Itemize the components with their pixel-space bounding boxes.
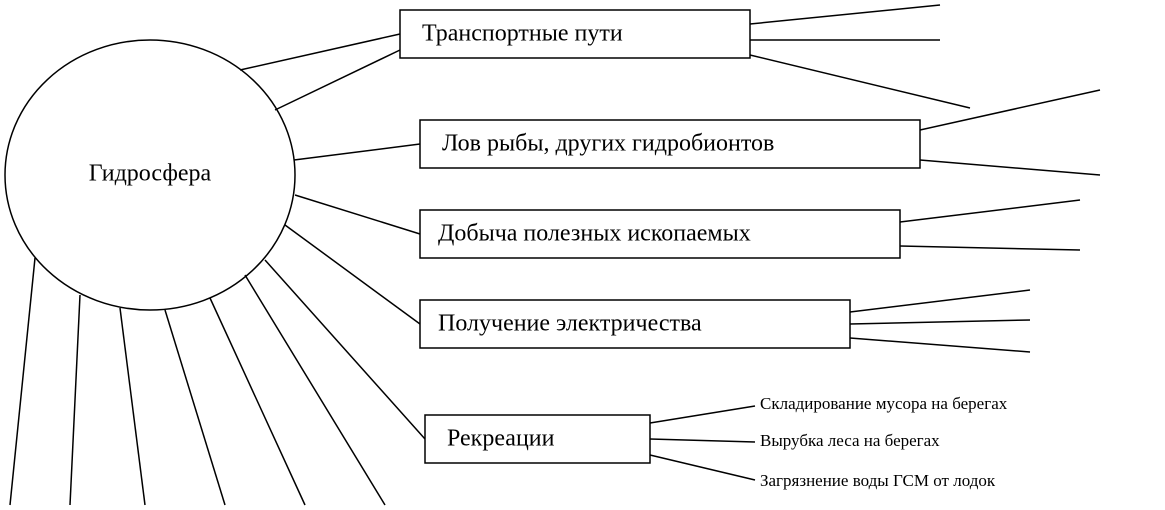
center-node-label: Гидросфера xyxy=(89,161,212,187)
sub-labels: Складирование мусора на берегах Вырубка л… xyxy=(760,394,1008,490)
box-ray-9 xyxy=(850,338,1030,352)
box-label-b1: Транспортные пути xyxy=(422,21,623,47)
sub-label-1: Вырубка леса на берегах xyxy=(760,431,940,450)
box-ray-10 xyxy=(650,406,755,423)
box-ray-2 xyxy=(750,55,970,108)
connector-0 xyxy=(240,34,400,70)
box-ray-8 xyxy=(850,320,1030,324)
center-ray-0 xyxy=(10,258,35,505)
box-ray-12 xyxy=(650,455,755,480)
box-label-b4: Получение электричества xyxy=(438,311,702,337)
center-ray-3 xyxy=(165,310,225,505)
box-ray-4 xyxy=(920,160,1100,175)
box-label-b2: Лов рыбы, других гидробионтов xyxy=(442,131,774,157)
center-ray-4 xyxy=(210,298,305,505)
box-ray-11 xyxy=(650,439,755,442)
hydrosphere-diagram: Гидросфера Транспортные пути Лов рыбы, др… xyxy=(0,0,1165,510)
box-label-b3: Добыча полезных ископаемых xyxy=(438,221,751,247)
sub-label-0: Складирование мусора на берегах xyxy=(760,394,1008,413)
connector-4 xyxy=(285,225,420,324)
box-ray-6 xyxy=(900,246,1080,250)
box-ray-0 xyxy=(750,5,940,24)
rays-from-center xyxy=(10,258,385,505)
center-ray-5 xyxy=(245,275,385,505)
box-ray-5 xyxy=(900,200,1080,222)
connector-2 xyxy=(294,144,420,160)
center-ray-1 xyxy=(70,295,80,505)
center-ray-2 xyxy=(120,308,145,505)
connector-3 xyxy=(295,195,420,234)
connector-1 xyxy=(275,50,400,110)
box-label-b5: Рекреации xyxy=(447,426,555,452)
box-ray-3 xyxy=(920,90,1100,130)
sub-label-2: Загрязнение воды ГСМ от лодок xyxy=(760,471,996,490)
box-ray-7 xyxy=(850,290,1030,312)
connectors xyxy=(240,34,425,439)
connector-5 xyxy=(265,260,425,439)
